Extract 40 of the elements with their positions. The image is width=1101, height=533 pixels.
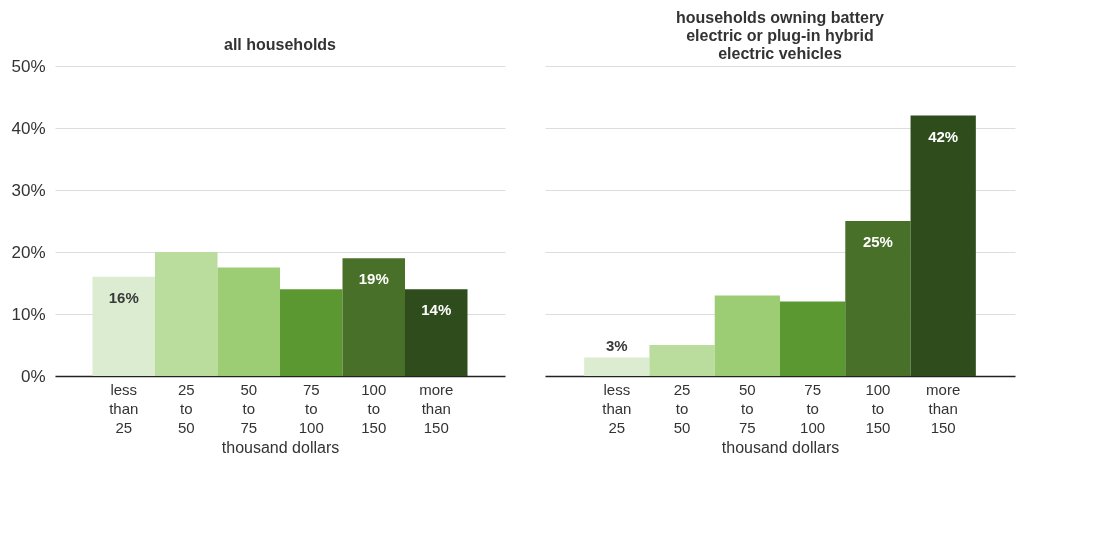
bar (845, 221, 911, 376)
x-tick-label: 100 to 150 (361, 380, 387, 436)
chart-title: households owning battery electric or plug-in hybrid electric vehicles (675, 9, 885, 62)
x-tick-label: 25 to 50 (177, 380, 195, 436)
bar (714, 295, 780, 376)
bar (910, 115, 976, 376)
bar (405, 289, 468, 376)
chart-title: all households (223, 36, 337, 53)
data-label: 25% (862, 233, 893, 250)
y-tick-label: 40% (11, 118, 46, 138)
data-label: 19% (358, 270, 389, 288)
y-tick-label: 20% (11, 242, 46, 262)
bar (584, 357, 650, 376)
x-tick-label: 50 to 75 (240, 380, 258, 436)
x-tick-label: 50 to 75 (739, 380, 756, 436)
x-tick-label: 100 to 150 (865, 380, 891, 436)
x-tick-label: less than 25 (109, 380, 139, 436)
bar (155, 252, 218, 376)
bar (92, 276, 155, 376)
bar (649, 345, 715, 376)
x-tick-label: 25 to 50 (673, 380, 691, 436)
x-tick-label: more than 150 (419, 380, 454, 436)
bar (280, 289, 343, 376)
data-label: 16% (108, 288, 139, 306)
x-tick-label: 75 to 100 (298, 380, 324, 436)
data-label: 3% (605, 337, 628, 355)
x-axis-title: thousand dollars (721, 438, 840, 456)
data-label: 42% (928, 127, 959, 145)
bar (217, 267, 280, 376)
x-axis-title: thousand dollars (221, 438, 340, 456)
data-label: 14% (421, 301, 452, 319)
x-tick-label: 75 to 100 (800, 380, 826, 436)
x-tick-label: less than 25 (602, 380, 632, 436)
y-tick-label: 10% (11, 304, 46, 324)
x-tick-label: more than 150 (926, 380, 961, 436)
y-tick-label: 0% (20, 366, 46, 386)
bar (342, 258, 405, 376)
y-tick-label: 30% (11, 180, 46, 200)
y-tick-label: 50% (11, 56, 46, 76)
bar (780, 301, 846, 376)
